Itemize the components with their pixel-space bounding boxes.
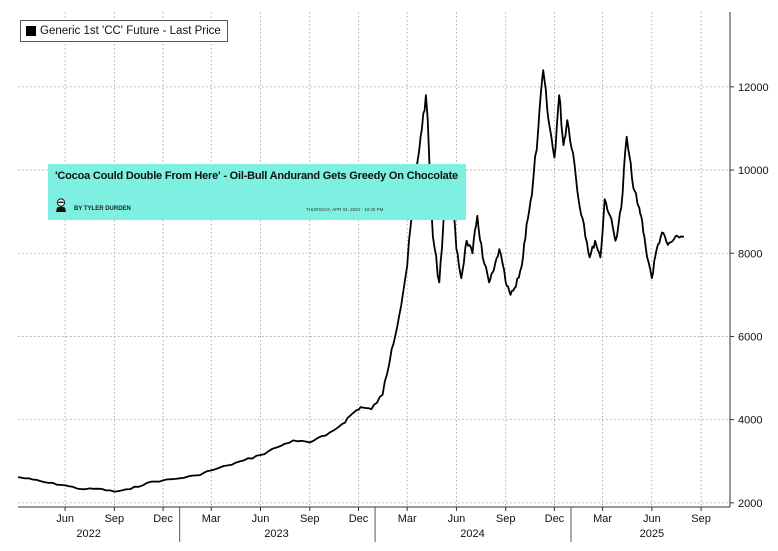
x-tick-label: Sep xyxy=(691,513,711,525)
article-date: THURSDAY, APR 04, 2024 - 10:40 PM xyxy=(306,207,384,212)
x-tick-label: Jun xyxy=(56,513,74,525)
y-tick-label: 12000 xyxy=(738,82,769,94)
y-tick-label: 6000 xyxy=(738,331,762,343)
x-year-label: 2023 xyxy=(264,528,288,540)
author-avatar-icon xyxy=(56,198,66,212)
article-author: BY TYLER DURDEN xyxy=(74,206,131,212)
x-year-label: 2024 xyxy=(460,528,484,540)
y-tick-label: 2000 xyxy=(738,498,762,510)
chart-series-layer xyxy=(17,69,685,493)
y-tick-label: 4000 xyxy=(738,415,762,427)
x-tick-label: Mar xyxy=(202,513,221,525)
article-banner[interactable]: 'Cocoa Could Double From Here' - Oil-Bul… xyxy=(48,164,466,220)
x-tick-label: Mar xyxy=(593,513,612,525)
x-year-label: 2025 xyxy=(640,528,664,540)
y-axis: 2000 4000 6000 8000 10000 12000 xyxy=(730,82,769,510)
legend-swatch xyxy=(26,26,36,36)
x-tick-label: Sep xyxy=(300,513,320,525)
article-title[interactable]: 'Cocoa Could Double From Here' - Oil-Bul… xyxy=(55,170,458,182)
chart-frame xyxy=(18,12,731,508)
x-tick-label: Sep xyxy=(496,513,516,525)
x-tick-label: Jun xyxy=(643,513,661,525)
y-tick-label: 10000 xyxy=(738,165,769,177)
chart-legend: Generic 1st 'CC' Future - Last Price xyxy=(20,20,228,42)
x-axis: Jun Sep Dec Mar Jun Sep Dec Mar Jun Sep Dec Mar Jun S… xyxy=(56,507,711,542)
x-tick-label: Sep xyxy=(105,513,125,525)
legend-label: Generic 1st 'CC' Future - Last Price xyxy=(40,25,221,37)
x-tick-label: Jun xyxy=(252,513,270,525)
x-tick-label: Dec xyxy=(545,513,565,525)
y-tick-label: 8000 xyxy=(738,248,762,260)
x-year-label: 2022 xyxy=(76,528,100,540)
x-tick-label: Dec xyxy=(153,513,173,525)
x-tick-label: Dec xyxy=(349,513,369,525)
price-series-line xyxy=(17,69,685,493)
chart-gridlines xyxy=(18,12,730,507)
x-tick-label: Mar xyxy=(398,513,417,525)
x-tick-label: Jun xyxy=(448,513,466,525)
